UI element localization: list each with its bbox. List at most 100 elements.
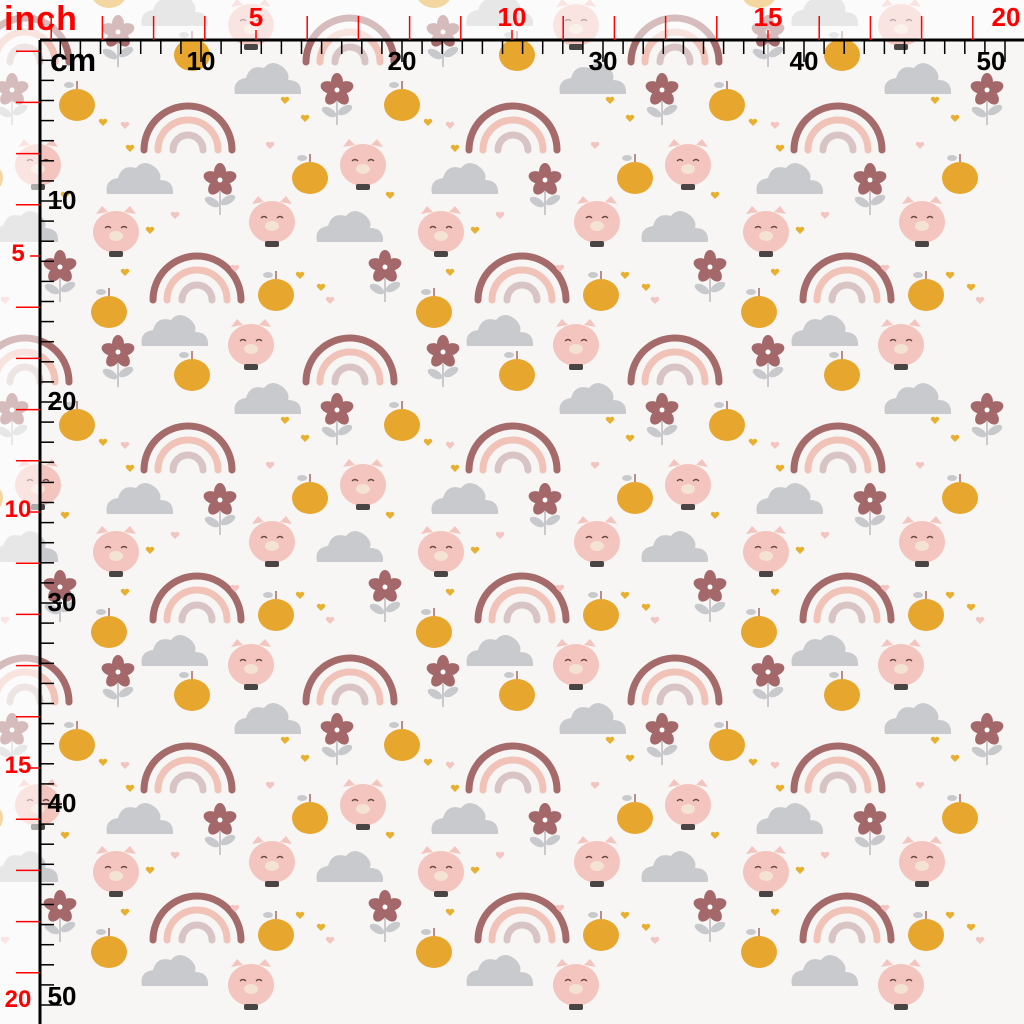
pig-face-motif — [249, 836, 295, 887]
orange-motif — [91, 608, 127, 648]
heart-motif — [60, 831, 70, 839]
heart-motif — [495, 211, 505, 219]
heart-motif — [125, 784, 135, 792]
orange-motif — [384, 721, 420, 761]
heart-motif — [450, 144, 460, 152]
heart-motif — [950, 434, 960, 442]
cloud-motif — [141, 955, 209, 986]
flower-motif — [43, 250, 77, 302]
top-cm-label: 20 — [387, 46, 417, 76]
heart-motif — [945, 591, 955, 599]
orange-motif — [709, 721, 745, 761]
top-inch-label: 15 — [753, 2, 783, 32]
orange-motif — [174, 351, 210, 391]
cloud-motif — [641, 211, 709, 242]
rainbow-motif — [149, 892, 245, 944]
pig-face-motif — [878, 639, 924, 690]
cloud-motif — [641, 531, 709, 562]
left-cm-label: 40 — [47, 788, 77, 818]
heart-motif — [625, 434, 635, 442]
pig-face-motif — [899, 836, 945, 887]
heart-motif — [120, 121, 130, 129]
heart-motif — [280, 96, 290, 104]
heart-motif — [915, 781, 925, 789]
flower-motif — [43, 570, 77, 622]
orange-motif — [709, 401, 745, 441]
orange-motif — [416, 608, 452, 648]
heart-motif — [145, 546, 155, 554]
flower-motif — [528, 803, 562, 855]
heart-motif — [795, 866, 805, 874]
orange-motif — [499, 671, 535, 711]
heart-motif — [975, 296, 985, 304]
cloud-motif — [106, 483, 174, 514]
cloud-motif — [234, 63, 302, 94]
heart-motif — [641, 923, 651, 931]
rainbow-motif — [474, 252, 570, 304]
heart-motif — [60, 511, 70, 519]
orange-motif — [292, 794, 328, 834]
top-cm-label: 30 — [588, 46, 618, 76]
heart-motif — [795, 546, 805, 554]
flower-motif — [101, 335, 135, 387]
pig-face-motif — [574, 196, 620, 247]
heart-motif — [170, 211, 180, 219]
heart-motif — [930, 736, 940, 744]
heart-motif — [120, 761, 130, 769]
flower-motif — [528, 163, 562, 215]
heart-motif — [445, 441, 455, 449]
flower-motif — [426, 335, 460, 387]
heart-motif — [120, 268, 130, 276]
heart-motif — [125, 464, 135, 472]
flower-motif — [970, 713, 1004, 765]
pig-face-motif — [743, 526, 789, 577]
flower-motif — [751, 655, 785, 707]
heart-motif — [605, 96, 615, 104]
orange-motif — [741, 288, 777, 328]
pig-face-motif — [665, 459, 711, 510]
rainbow-motif — [465, 742, 561, 794]
heart-motif — [385, 511, 395, 519]
orange-motif — [942, 154, 978, 194]
flower-motif — [101, 655, 135, 707]
heart-motif — [300, 114, 310, 122]
heart-motif — [265, 141, 275, 149]
heart-motif — [650, 936, 660, 944]
rainbow-motif — [140, 742, 236, 794]
flower-motif — [203, 163, 237, 215]
heart-motif — [770, 761, 780, 769]
flower-motif — [528, 483, 562, 535]
cloud-motif — [316, 531, 384, 562]
pig-face-motif — [93, 846, 139, 897]
rainbow-motif — [474, 892, 570, 944]
heart-motif — [641, 283, 651, 291]
orange-motif — [741, 608, 777, 648]
cloud-motif — [141, 315, 209, 346]
orange-motif — [617, 154, 653, 194]
heart-motif — [280, 416, 290, 424]
heart-motif — [450, 784, 460, 792]
pig-face-motif — [574, 516, 620, 567]
heart-motif — [316, 283, 326, 291]
heart-motif — [880, 264, 890, 272]
cloud-motif — [466, 955, 534, 986]
orange-motif — [709, 81, 745, 121]
inch-unit-label: inch — [4, 0, 78, 38]
orange-motif — [258, 911, 294, 951]
left-cm-label: 50 — [47, 981, 77, 1011]
heart-motif — [325, 296, 335, 304]
top-cm-label: 40 — [789, 46, 819, 76]
pig-face-motif — [340, 459, 386, 510]
heart-motif — [748, 118, 758, 126]
pig-face-motif — [553, 639, 599, 690]
rainbow-motif — [149, 252, 245, 304]
heart-motif — [966, 603, 976, 611]
heart-motif — [230, 584, 240, 592]
heart-motif — [975, 936, 985, 944]
left-cm-label: 30 — [47, 587, 77, 617]
pig-face-motif — [418, 846, 464, 897]
cloud-motif — [431, 803, 499, 834]
heart-motif — [295, 271, 305, 279]
flower-motif — [203, 483, 237, 535]
orange-motif — [384, 401, 420, 441]
